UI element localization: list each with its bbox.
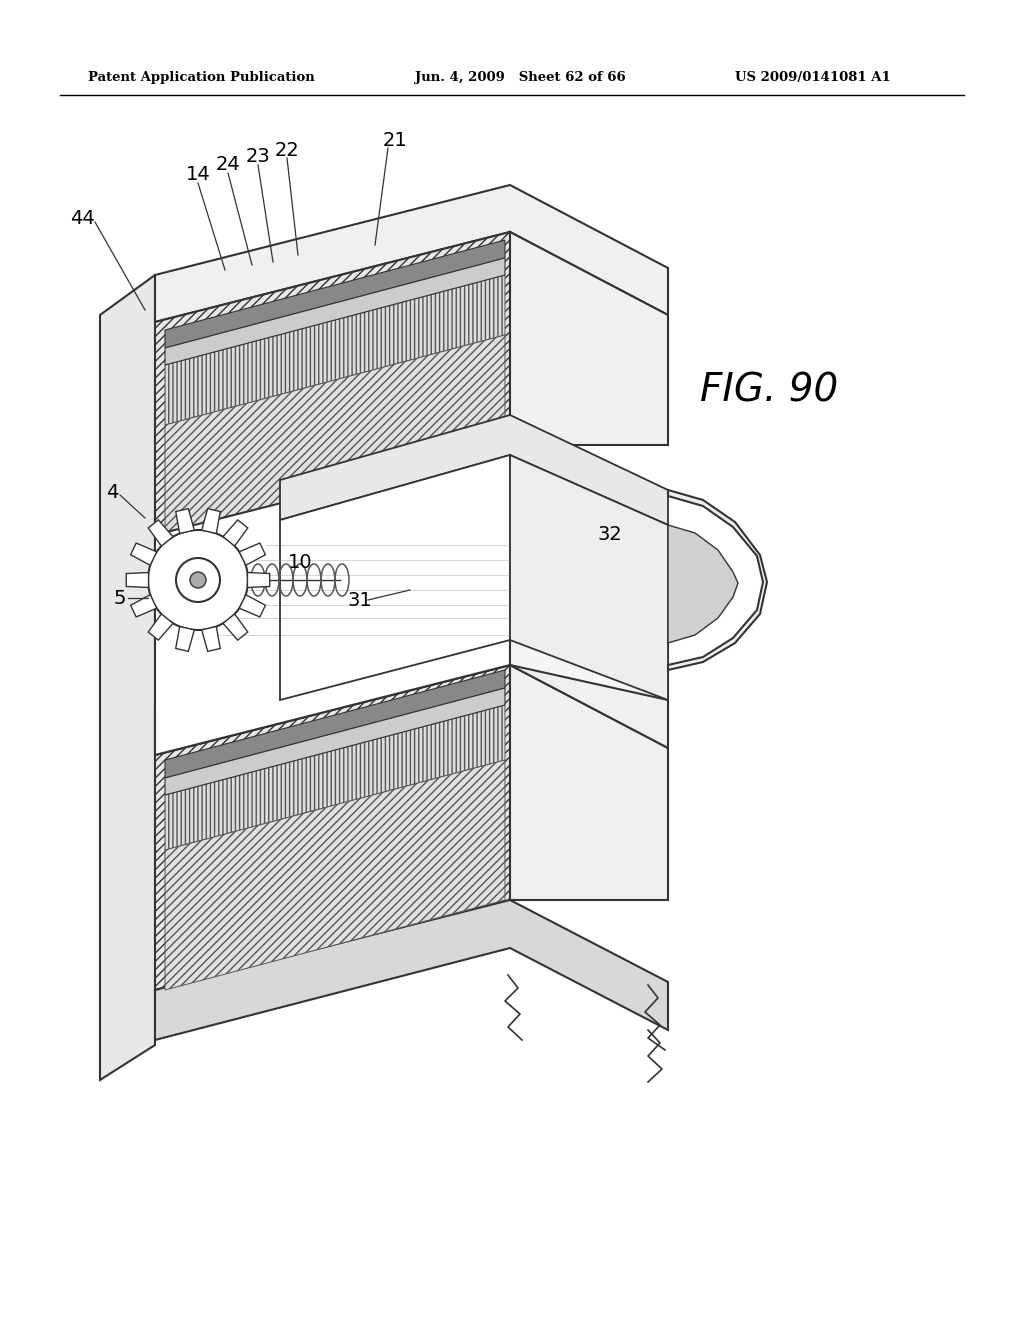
Polygon shape bbox=[202, 627, 220, 651]
Polygon shape bbox=[165, 240, 505, 348]
Text: 32: 32 bbox=[598, 525, 623, 544]
Polygon shape bbox=[223, 520, 248, 546]
Polygon shape bbox=[155, 185, 668, 322]
Polygon shape bbox=[165, 688, 505, 795]
Text: US 2009/0141081 A1: US 2009/0141081 A1 bbox=[735, 71, 891, 84]
Text: 5: 5 bbox=[114, 589, 126, 607]
Circle shape bbox=[148, 531, 248, 630]
Text: 10: 10 bbox=[288, 553, 312, 572]
Polygon shape bbox=[240, 595, 265, 616]
Polygon shape bbox=[148, 614, 173, 640]
Polygon shape bbox=[280, 414, 668, 525]
Polygon shape bbox=[148, 520, 173, 546]
Text: 23: 23 bbox=[246, 148, 270, 166]
Text: 22: 22 bbox=[274, 140, 299, 160]
Circle shape bbox=[190, 572, 206, 587]
Text: FIG. 90: FIG. 90 bbox=[700, 371, 839, 409]
Polygon shape bbox=[165, 335, 505, 535]
Polygon shape bbox=[165, 705, 505, 850]
Text: Jun. 4, 2009   Sheet 62 of 66: Jun. 4, 2009 Sheet 62 of 66 bbox=[415, 71, 626, 84]
Polygon shape bbox=[510, 445, 668, 700]
Polygon shape bbox=[165, 671, 505, 777]
Text: 24: 24 bbox=[216, 156, 241, 174]
Polygon shape bbox=[155, 445, 510, 755]
Polygon shape bbox=[155, 900, 668, 1040]
Polygon shape bbox=[155, 665, 510, 990]
Text: 31: 31 bbox=[347, 590, 373, 610]
Text: 4: 4 bbox=[105, 483, 118, 502]
Polygon shape bbox=[240, 543, 265, 565]
Polygon shape bbox=[202, 508, 220, 533]
Polygon shape bbox=[100, 275, 155, 1080]
Polygon shape bbox=[126, 573, 148, 587]
Polygon shape bbox=[176, 508, 195, 533]
Polygon shape bbox=[248, 573, 269, 587]
Polygon shape bbox=[223, 614, 248, 640]
Polygon shape bbox=[155, 618, 668, 755]
Polygon shape bbox=[668, 525, 738, 643]
Polygon shape bbox=[131, 595, 157, 616]
Polygon shape bbox=[165, 760, 505, 990]
Polygon shape bbox=[165, 257, 505, 366]
Polygon shape bbox=[510, 455, 668, 700]
Circle shape bbox=[176, 558, 220, 602]
Polygon shape bbox=[176, 627, 195, 651]
Text: 21: 21 bbox=[383, 131, 408, 149]
Text: 44: 44 bbox=[70, 209, 94, 227]
Polygon shape bbox=[165, 275, 505, 425]
Polygon shape bbox=[155, 232, 510, 535]
Polygon shape bbox=[280, 455, 510, 700]
Polygon shape bbox=[510, 665, 668, 900]
Polygon shape bbox=[131, 543, 157, 565]
Text: 14: 14 bbox=[185, 165, 210, 185]
Text: Patent Application Publication: Patent Application Publication bbox=[88, 71, 314, 84]
Polygon shape bbox=[510, 232, 668, 445]
Polygon shape bbox=[668, 490, 767, 671]
